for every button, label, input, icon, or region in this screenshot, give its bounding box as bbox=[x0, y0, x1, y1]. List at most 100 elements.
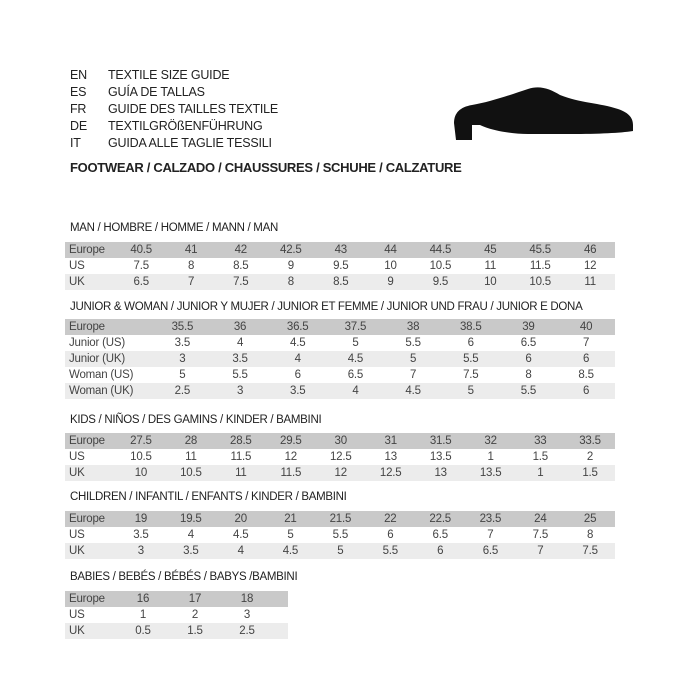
size-cell: 8 bbox=[525, 369, 532, 381]
size-cell: 10.5 bbox=[529, 276, 551, 288]
size-cell: 8.5 bbox=[333, 276, 349, 288]
size-cell: 29.5 bbox=[280, 435, 302, 447]
size-cell: 4 bbox=[352, 385, 359, 397]
size-cell: 7 bbox=[583, 337, 590, 349]
size-cell: 16 bbox=[136, 593, 150, 605]
table-row: UK 6.5 7 7.5 8 8.5 9 9.5 10 10.5 11 bbox=[65, 274, 615, 290]
lang-title: GUIDE DES TAILLES TEXTILE bbox=[108, 102, 279, 116]
size-cell: 38 bbox=[406, 321, 420, 333]
size-cell: 6 bbox=[525, 353, 532, 365]
size-cell: 7 bbox=[537, 545, 544, 557]
size-cell: 36.5 bbox=[286, 321, 309, 333]
size-cell: 12 bbox=[334, 467, 348, 479]
size-cell: 28 bbox=[184, 435, 198, 447]
lang-title: TEXTILE SIZE GUIDE bbox=[108, 68, 230, 82]
row-label: Europe bbox=[69, 435, 105, 447]
size-cell: 5.5 bbox=[463, 353, 479, 365]
section-title: BABIES / BEBÉS / BÉBÉS / BABYS /BAMBINI bbox=[70, 571, 298, 583]
size-cell: 7 bbox=[487, 529, 494, 541]
size-cell: 4 bbox=[294, 353, 301, 365]
row-label: UK bbox=[69, 545, 85, 557]
size-cell: 19.5 bbox=[180, 513, 202, 525]
filler-cell bbox=[273, 591, 288, 607]
size-cell: 25 bbox=[583, 513, 597, 525]
size-cell: 3 bbox=[179, 353, 186, 365]
size-cell: 6.5 bbox=[347, 369, 364, 381]
size-cell: 6.5 bbox=[482, 545, 499, 557]
size-cell: 31.5 bbox=[429, 435, 452, 447]
size-cell: 13.5 bbox=[479, 467, 502, 479]
size-cell: 40.5 bbox=[130, 244, 152, 256]
row-label: Europe bbox=[69, 244, 105, 256]
guide-title-de: DE TEXTILGRÖßENFÜHRUNG bbox=[70, 119, 263, 133]
size-cell: 11.5 bbox=[529, 260, 551, 272]
size-cell: 0.5 bbox=[135, 625, 151, 637]
size-cell: 7.5 bbox=[233, 276, 249, 288]
size-cell: 5.5 bbox=[405, 337, 421, 349]
size-table: Europe 35.5 36 36.5 37.5 38 38.5 39 40 Junior (US… bbox=[65, 319, 615, 399]
size-cell: 3 bbox=[243, 609, 251, 621]
table-row: Europe 19 19.5 20 21 21.5 22 22.5 23.5 24 25 bbox=[65, 511, 615, 527]
table-row: Woman (US) 5 5.5 6 6.5 7 7.5 8 8.5 bbox=[65, 367, 615, 383]
size-cell: 23.5 bbox=[479, 513, 502, 525]
table-row: US 3.5 4 4.5 5 5.5 6 6.5 7 7.5 8 bbox=[65, 527, 615, 543]
table-row: UK 10 10.5 11 11.5 12 12.5 13 13.5 1 1.5 bbox=[65, 465, 615, 481]
size-cell: 2.5 bbox=[174, 385, 191, 397]
size-cell: 31 bbox=[384, 435, 398, 447]
size-cell: 6 bbox=[583, 353, 590, 365]
size-table: Europe 40.5 41 42 42.5 43 44 44.5 45 45.5 46 US 7.5 8… bbox=[65, 242, 615, 290]
filler-cell bbox=[273, 607, 288, 623]
lang-title: GUIDA ALLE TAGLIE TESSILI bbox=[108, 136, 272, 150]
size-cell: 5 bbox=[352, 337, 359, 349]
size-cell: 3 bbox=[236, 385, 244, 397]
size-cell: 4.5 bbox=[290, 337, 306, 349]
size-cell: 8.5 bbox=[233, 260, 249, 272]
dress-shoe-icon bbox=[454, 87, 633, 140]
row-label: UK bbox=[69, 625, 85, 637]
size-cell: 46 bbox=[583, 244, 597, 256]
size-cell: 44.5 bbox=[429, 244, 452, 256]
size-cell: 12 bbox=[583, 260, 597, 272]
size-cell: 1 bbox=[139, 609, 147, 621]
size-cell: 21 bbox=[284, 513, 297, 525]
size-cell: 17 bbox=[188, 593, 202, 605]
size-cell: 10.5 bbox=[180, 467, 202, 479]
size-cell: 2 bbox=[191, 609, 199, 621]
size-cell: 27.5 bbox=[130, 435, 152, 447]
size-cell: 12.5 bbox=[379, 467, 402, 479]
size-cell: 6 bbox=[294, 369, 301, 381]
size-cell: 9 bbox=[287, 260, 294, 272]
size-cell: 5 bbox=[179, 369, 186, 381]
size-cell: 33 bbox=[534, 435, 547, 447]
size-cell: 42.5 bbox=[280, 244, 302, 256]
size-cell: 10.5 bbox=[429, 260, 452, 272]
row-label: Europe bbox=[69, 321, 105, 333]
size-cell: 4.5 bbox=[282, 545, 299, 557]
size-cell: 6 bbox=[583, 385, 590, 397]
size-cell: 10 bbox=[134, 467, 148, 479]
table-row: Europe 35.5 36 36.5 37.5 38 38.5 39 40 bbox=[65, 319, 615, 335]
size-cell: 7.5 bbox=[133, 260, 150, 272]
size-cell: 8 bbox=[586, 529, 594, 541]
size-cell: 10.5 bbox=[130, 451, 152, 463]
size-cell: 9 bbox=[387, 276, 394, 288]
lang-title: TEXTILGRÖßENFÜHRUNG bbox=[108, 119, 263, 133]
size-cell: 13.5 bbox=[429, 451, 452, 463]
size-cell: 3.5 bbox=[290, 385, 306, 397]
size-cell: 1.5 bbox=[582, 467, 598, 479]
lang-code: DE bbox=[70, 119, 87, 133]
table-row: Junior (US) 3.5 4 4.5 5 5.5 6 6.5 7 bbox=[65, 335, 615, 351]
size-table: Europe 19 19.5 20 21 21.5 22 22.5 23.5 24 25 US 3.5 4… bbox=[65, 511, 615, 559]
size-cell: 5 bbox=[467, 385, 474, 397]
size-cell: 2.5 bbox=[239, 625, 255, 637]
size-cell: 12.5 bbox=[329, 451, 352, 463]
size-cell: 45.5 bbox=[529, 244, 551, 256]
guide-title-es: ES GUÍA DE TALLAS bbox=[70, 85, 205, 99]
size-cell: 4.5 bbox=[347, 353, 364, 365]
size-cell: 32 bbox=[484, 435, 497, 447]
filler-cell bbox=[273, 623, 288, 639]
size-cell: 4.5 bbox=[233, 529, 249, 541]
size-cell: 13 bbox=[384, 451, 398, 463]
size-cell: 45 bbox=[484, 244, 497, 256]
size-cell: 6 bbox=[437, 545, 444, 557]
